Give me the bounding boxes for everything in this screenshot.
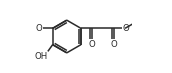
Text: O: O	[36, 24, 42, 33]
Text: O: O	[89, 40, 95, 49]
Text: OH: OH	[34, 52, 47, 61]
Text: O: O	[123, 24, 129, 33]
Text: O: O	[111, 40, 117, 49]
